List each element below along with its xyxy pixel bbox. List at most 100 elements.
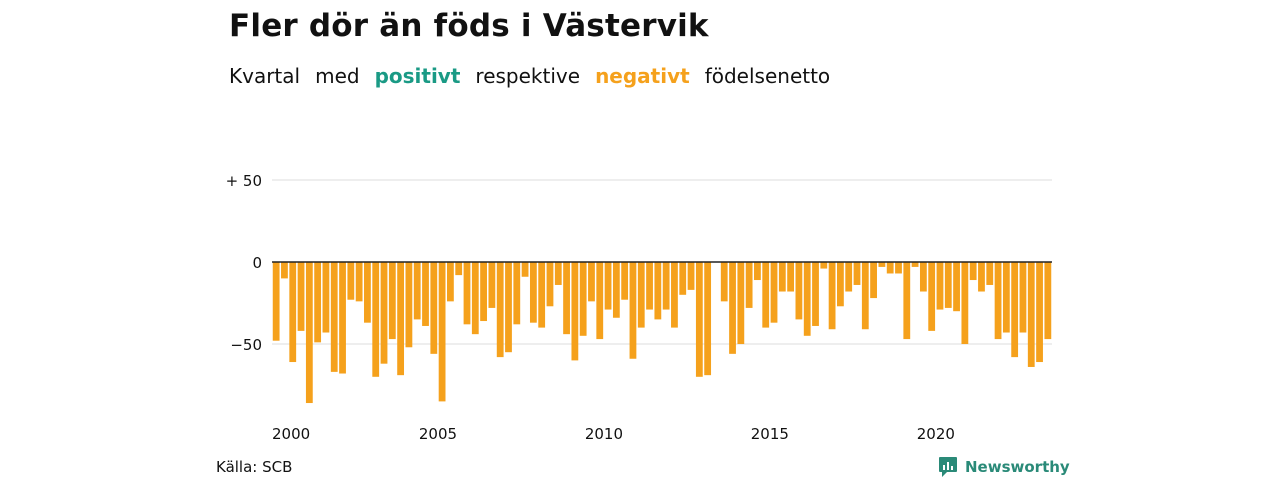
chart-bar: [911, 262, 919, 267]
chart-bar: [447, 262, 454, 302]
chart-bar: [513, 262, 521, 325]
chart-bar: [704, 262, 712, 376]
subtitle-positive: positivt: [374, 64, 461, 88]
chart-bar: [853, 262, 861, 285]
chart-bar: [496, 262, 504, 358]
chart-bar: [737, 262, 745, 344]
subtitle-word-fodelsenetto: födelsenetto: [704, 64, 831, 88]
chart-bar: [687, 262, 695, 290]
chart-bar: [729, 262, 736, 354]
chart-bar: [961, 262, 969, 344]
chart-bar: [405, 262, 413, 348]
chart-bar: [695, 262, 703, 377]
chart-title: Fler dör än föds i Västervik: [229, 8, 709, 44]
chart-bar: [679, 262, 687, 295]
chart-bar: [845, 262, 853, 292]
chart-bar: [330, 262, 338, 372]
chart-bar: [969, 262, 977, 281]
y-tick-label: −50: [230, 336, 262, 354]
chart-bar: [571, 262, 579, 361]
chart-bar: [720, 262, 728, 302]
chart-bar: [272, 262, 280, 341]
chart-bar: [314, 262, 322, 343]
chart-bar: [339, 262, 346, 374]
chart-bar: [745, 262, 753, 308]
chart-bar: [637, 262, 645, 328]
chart-bar: [671, 262, 678, 328]
chart-bar: [944, 262, 952, 308]
chart-bar: [1002, 262, 1010, 333]
chart-bar: [878, 262, 886, 267]
chart-bar: [820, 262, 828, 269]
brand-name: Newsworthy: [965, 458, 1070, 476]
source-credit: Källa: SCB: [216, 458, 293, 476]
chart-bar: [870, 262, 877, 299]
chart-bar: [621, 262, 629, 300]
x-tick-label: 2015: [751, 425, 789, 443]
chart-bar: [1027, 262, 1035, 367]
chart-bar: [471, 262, 479, 335]
chart-bar: [1036, 262, 1043, 363]
chart-bar: [629, 262, 637, 359]
chart-bar: [662, 262, 670, 310]
subtitle-negative: negativt: [595, 64, 690, 88]
chart-bar: [646, 262, 653, 310]
chart-bar: [895, 262, 902, 274]
y-tick-label: 0: [252, 254, 262, 272]
chart-bar: [554, 262, 562, 285]
chart-bar: [604, 262, 612, 310]
chart-bar: [787, 262, 795, 292]
chart-bar: [305, 262, 313, 404]
chart-bar: [978, 262, 985, 292]
chart-bar: [886, 262, 894, 274]
chart-bar: [563, 262, 570, 335]
chart-bar: [297, 262, 305, 331]
chart-bar: [903, 262, 911, 340]
subtitle-word-med: med: [315, 64, 360, 88]
x-tick-label: 2000: [272, 425, 310, 443]
chart-bar: [754, 262, 761, 281]
chart-bar: [986, 262, 994, 285]
x-tick-label: 2020: [917, 425, 955, 443]
chart-bar: [778, 262, 786, 292]
chart-bar: [579, 262, 587, 336]
chart-bar: [770, 262, 778, 323]
chart-bar: [953, 262, 960, 312]
subtitle-word-respektive: respektive: [475, 64, 581, 88]
newsworthy-icon: [939, 457, 957, 477]
chart-bar: [762, 262, 770, 328]
chart-bar: [364, 262, 371, 323]
chart-bar: [438, 262, 446, 402]
chart-bar: [1044, 262, 1052, 340]
chart-bar: [828, 262, 836, 330]
y-tick-label: + 50: [226, 172, 262, 190]
chart-bar: [413, 262, 421, 320]
chart-bar: [861, 262, 869, 330]
chart-bar: [837, 262, 844, 307]
subtitle-word-kvartal: Kvartal: [229, 64, 301, 88]
chart-bar: [1011, 262, 1019, 358]
chart-bar: [480, 262, 487, 322]
chart-bar: [455, 262, 463, 276]
chart-bar: [372, 262, 380, 377]
chart-bar: [803, 262, 811, 336]
chart-bar: [588, 262, 595, 302]
chart-bar: [505, 262, 512, 353]
chart-bar: [322, 262, 330, 333]
chart-bar: [488, 262, 496, 308]
chart-bar: [289, 262, 297, 363]
x-tick-label: 2010: [585, 425, 623, 443]
chart-bar: [936, 262, 944, 310]
chart-bar: [994, 262, 1002, 340]
chart-bar: [422, 262, 429, 326]
chart-bar: [538, 262, 546, 328]
chart-bar: [529, 262, 537, 323]
chart-bar: [397, 262, 405, 376]
chart-bar: [521, 262, 529, 277]
chart-bar: [347, 262, 355, 300]
x-tick-label: 2005: [419, 425, 457, 443]
chart-bar: [596, 262, 604, 340]
chart-bar: [919, 262, 927, 292]
chart-bar: [928, 262, 936, 331]
